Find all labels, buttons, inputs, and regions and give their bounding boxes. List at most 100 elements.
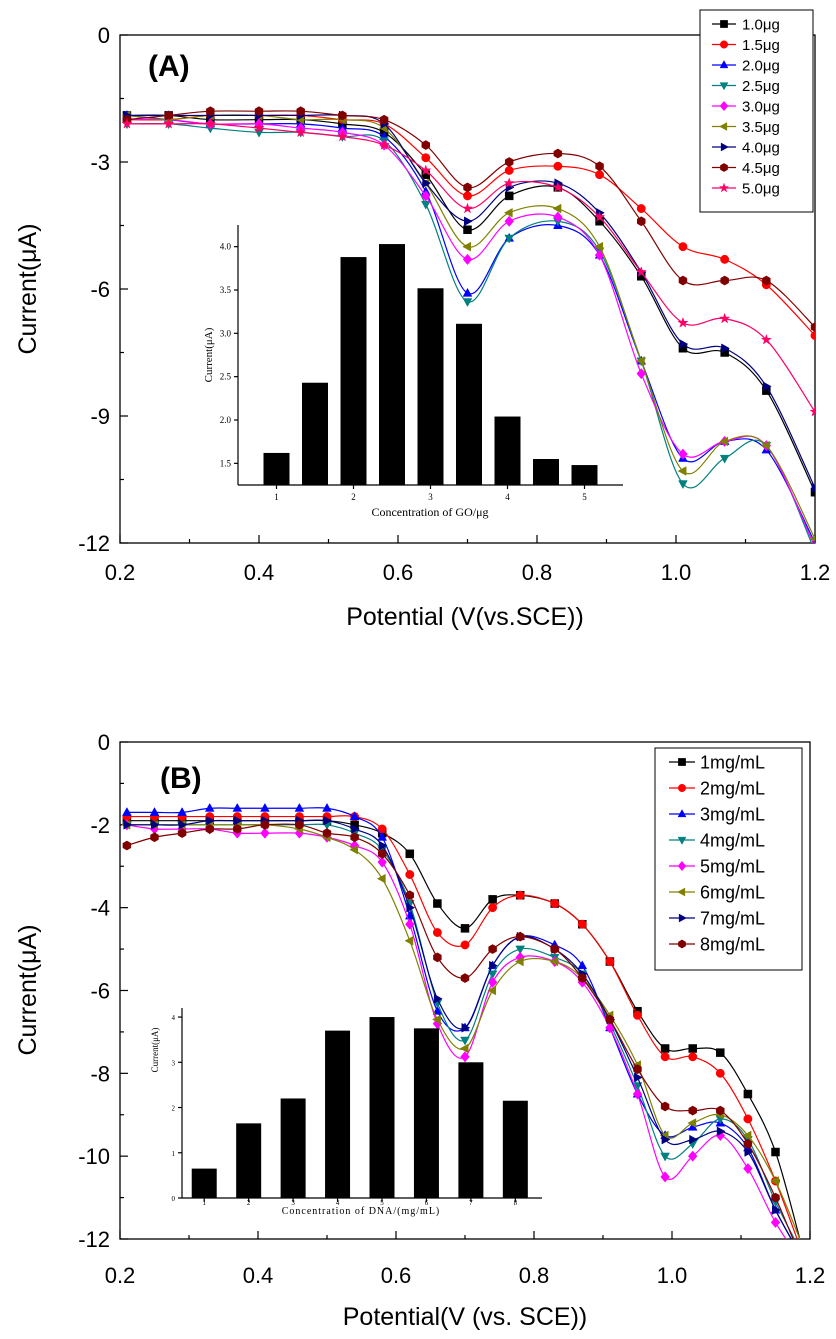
data-point-b [799,1255,808,1263]
x-tick-label-b: 1.2 [795,1263,826,1288]
inset-y-tick-label-b: 0 [172,1195,176,1203]
inset-x-tick-label-b: 3 [291,1199,295,1207]
x-tick-label-a: 0.4 [244,560,275,585]
data-point-b [206,815,216,826]
data-point-a [462,241,471,252]
data-point-b [461,1022,471,1033]
inset-y-tick-label-a: 4.0 [220,242,232,252]
inset-x-tick-label-b: 7 [469,1199,473,1207]
data-point-b [487,985,497,996]
inset-bar-a [302,382,328,485]
legend-marker-b [677,887,686,897]
data-point-b [634,1072,643,1083]
data-point-b [799,1252,808,1260]
data-point-a [504,215,514,227]
data-point-a [379,114,389,125]
data-point-b [716,1126,726,1137]
data-point-a [553,211,563,223]
legend-label-a: 4.0μg [742,139,780,156]
data-point-b [487,970,498,980]
y-tick-label-a: -3 [90,150,110,175]
data-point-a [809,535,815,542]
inset-x-label-a: Concentration of GO/μg [371,505,488,519]
x-tick-label-a: 0.2 [105,560,136,585]
data-point-b [233,824,242,834]
inset-y-label-b: Current(μA) [150,1028,160,1073]
series-b-1 [122,812,798,1239]
data-point-a [678,448,688,460]
data-point-a [720,254,730,264]
legend-marker-a [720,20,728,28]
data-point-a [552,181,564,193]
data-point-a [504,166,514,175]
legend-marker-a [720,163,728,172]
data-point-b [688,1044,697,1053]
data-point-b [233,815,243,826]
x-tick-label-a: 1.2 [800,560,831,585]
data-point-a [811,483,815,493]
data-point-b [350,832,359,843]
inset-x-tick-label-a: 5 [582,492,587,502]
inset-x-tick-label-a: 1 [274,492,279,502]
y-axis-label-a: Current(μA) [14,223,42,354]
data-point-a [761,440,770,451]
x-tick-label-b: 0.4 [243,1263,274,1288]
data-point-a [718,312,731,324]
data-point-a [635,356,645,366]
data-point-b [488,944,497,954]
data-point-b [459,1043,469,1054]
x-tick-label-b: 1.0 [657,1263,688,1288]
legend-marker-a [719,122,728,131]
data-point-a [552,203,562,214]
data-point-a [593,211,606,222]
x-tick-label-a: 1.0 [661,560,692,585]
data-point-a [421,190,431,202]
data-point-a [463,225,472,234]
data-point-a [504,191,514,201]
axis-ticks-b: 0.2 0.4 0.6 0.8 1.0 1.2 0 -2 -4 -6 -8 -10 -12 [78,730,825,1288]
data-point-b [577,960,588,970]
data-point-b [123,820,133,830]
y-tick-label-b: -2 [90,813,110,838]
data-point-b [433,993,443,1004]
inset-bar-b [191,1168,217,1198]
data-point-a [336,130,349,142]
data-point-b [771,1192,780,1203]
inset-bar-a [379,244,405,485]
legend-marker-b [678,913,687,923]
inset-y-tick-label-a: 3.0 [220,328,232,338]
data-point-b [771,1147,780,1157]
inset-bar-a [456,323,482,485]
y-tick-label-a: -9 [90,404,110,429]
y-tick-label-b: -12 [78,1227,110,1252]
data-point-a [813,541,815,543]
data-point-a [594,241,603,252]
data-point-b [322,802,332,812]
data-point-a [504,234,515,244]
data-point-b [460,924,470,933]
data-point-a [553,148,563,159]
inset-y-tick-label-a: 3.5 [220,285,232,295]
data-point-b [744,1147,754,1157]
data-point-a [811,548,820,556]
data-point-b [799,1247,807,1255]
inset-bar-b [280,1098,306,1198]
data-point-b [515,890,525,900]
data-point-b [177,807,187,816]
axis-ticks-a: 0.2 0.4 0.6 0.8 1.0 1.2 0 -3 -6 -9 -12 [78,23,830,585]
series-group-a [121,106,820,556]
legend-label-b: 5mg/mL [700,856,765,876]
legend-label-a: 2.0μg [742,57,780,74]
data-point-a [678,242,688,252]
legend-marker-b [677,860,687,872]
data-point-b [351,824,360,834]
data-point-b [660,1171,670,1183]
data-point-b [232,802,243,812]
data-point-b [432,1005,443,1015]
y-tick-label-b: -8 [90,1061,110,1086]
legend-label-b: 4mg/mL [700,830,765,850]
data-point-a [420,200,431,210]
data-point-b [742,1130,752,1141]
data-point-b [488,903,498,913]
data-point-a [503,207,513,218]
